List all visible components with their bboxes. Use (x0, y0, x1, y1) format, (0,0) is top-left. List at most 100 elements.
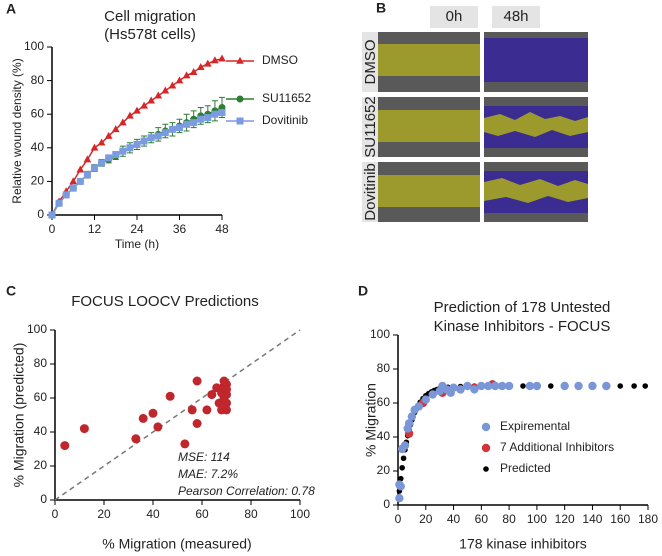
y-tick-label: 20 (34, 458, 48, 472)
data-point (48, 211, 56, 219)
data-point (395, 494, 404, 503)
chart-title: Cell migration (104, 8, 196, 25)
series-line (51, 58, 223, 216)
data-point (532, 381, 542, 391)
x-tick-label: 0 (49, 222, 56, 236)
row-label: Dovitinib (362, 163, 379, 221)
data-point (428, 390, 437, 399)
data-point (218, 54, 226, 62)
row-label: DMSO (362, 40, 379, 85)
data-point (119, 147, 127, 155)
image-dovitinib-0h (378, 162, 480, 222)
identity-line (54, 329, 301, 501)
chart-subtitle: Kinase Inhibitors - FOCUS (434, 318, 611, 335)
data-point (470, 385, 479, 394)
legend-marker (481, 443, 491, 453)
column-header-box (430, 6, 478, 28)
y-tick-label: 20 (377, 463, 391, 477)
data-point (168, 125, 176, 133)
data-point (642, 383, 649, 389)
legend-label: Predicted (500, 461, 551, 475)
x-tick-label: 20 (97, 507, 111, 521)
annotation: MSE: 114 (178, 450, 230, 464)
y-tick-label: 0 (37, 207, 44, 221)
column-header-box (492, 6, 540, 28)
y-tick-label: 80 (31, 73, 45, 87)
data-point (154, 91, 163, 99)
data-point (400, 441, 410, 450)
data-point (222, 405, 231, 415)
data-point (175, 76, 184, 84)
data-point (69, 177, 78, 185)
data-point (133, 140, 141, 148)
data-point (407, 412, 417, 421)
y-tick-label: 100 (370, 327, 390, 341)
x-tick-label: 180 (638, 512, 658, 526)
data-point (497, 381, 507, 391)
legend-label: SU11652 (262, 91, 311, 105)
y-tick-label: 100 (24, 39, 44, 53)
data-point (83, 155, 92, 163)
data-point (62, 191, 70, 199)
x-tick-label: 100 (290, 507, 310, 521)
x-tick-label: 0 (395, 512, 402, 526)
data-point (111, 125, 120, 133)
data-point (211, 56, 219, 64)
data-point (617, 383, 624, 389)
y-tick-label: 100 (27, 322, 47, 336)
y-tick-label: 80 (377, 361, 391, 375)
x-tick-label: 20 (419, 512, 433, 526)
data-point (463, 381, 472, 391)
panel-b: B 0h 48h DMSO SU11652 Dovitinib (362, 0, 588, 222)
y-axis-label: Relative wound density (%) (10, 58, 24, 203)
data-point (183, 120, 191, 128)
data-point (69, 184, 77, 192)
x-axis-label: Time (h) (115, 237, 159, 251)
data-point (168, 81, 177, 89)
x-tick-label: 140 (582, 512, 602, 526)
data-point (400, 455, 407, 462)
data-point (602, 381, 611, 391)
chart-subtitle: (Hs578t cells) (104, 26, 196, 43)
data-point (153, 422, 163, 432)
legend-label: DMSO (262, 53, 298, 67)
data-point (449, 383, 458, 392)
data-point (211, 110, 219, 118)
data-point (79, 424, 89, 434)
data-point (55, 199, 63, 207)
data-point (180, 439, 190, 449)
legend-label: Expiremental (500, 419, 570, 433)
data-point (219, 381, 229, 391)
data-point (525, 381, 535, 391)
row-label: SU11652 (362, 96, 379, 157)
data-point (456, 385, 465, 394)
x-tick-label: 0 (52, 507, 59, 521)
column-header: 48h (503, 8, 528, 25)
chart-title: Prediction of 178 Untested (434, 299, 611, 316)
x-axis-label: % Migration (measured) (102, 536, 251, 552)
data-point (126, 111, 134, 119)
image-dmso-48h (484, 32, 588, 92)
x-tick-label: 36 (173, 222, 187, 236)
y-tick-label: 40 (34, 424, 48, 438)
data-point (154, 132, 162, 140)
data-point (631, 383, 637, 389)
image-dovitinib-48h (484, 162, 588, 222)
y-tick-label: 60 (34, 390, 48, 404)
x-tick-label: 40 (447, 512, 461, 526)
data-point (207, 390, 217, 400)
row-label-box (362, 97, 378, 157)
data-point (187, 405, 197, 415)
legend-marker (236, 56, 244, 64)
data-point (147, 134, 155, 142)
data-point (477, 381, 486, 391)
x-tick-label: 60 (195, 507, 209, 521)
legend-marker (483, 466, 489, 472)
panel-label: C (6, 283, 16, 299)
data-point (196, 62, 205, 70)
legend-label: Dovitinib (262, 113, 308, 127)
x-tick-label: 80 (244, 507, 258, 521)
x-tick-label: 60 (475, 512, 489, 526)
column-header: 0h (446, 8, 463, 25)
